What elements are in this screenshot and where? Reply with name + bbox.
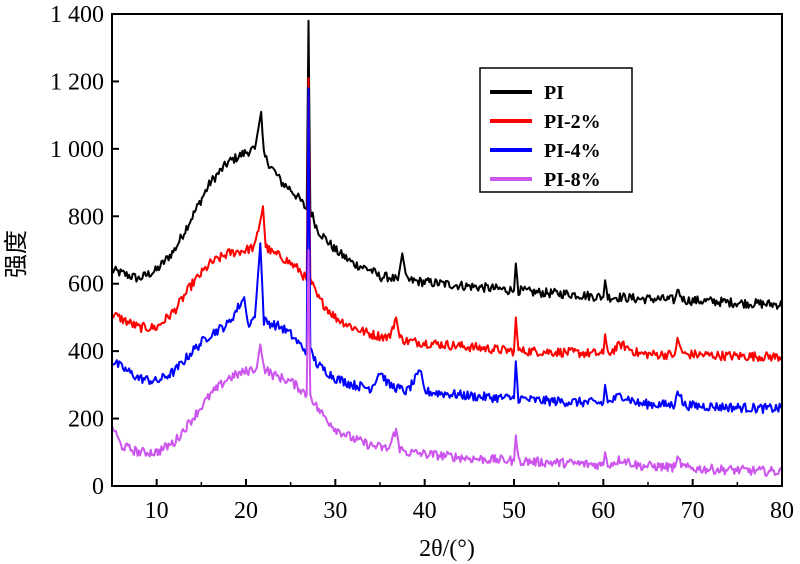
legend: PI PI-2% PI-4% PI-8% (479, 67, 633, 193)
x-axis: 10 20 30 40 50 60 70 80 (111, 479, 794, 524)
series-line-pi-8- (111, 249, 783, 477)
x-tick-label: 10 (145, 498, 169, 524)
y-axis: 0 200 400 600 800 1 000 1 200 1 400 (50, 2, 119, 500)
x-tick-label: 70 (681, 498, 705, 524)
y-tick-label: 200 (68, 407, 104, 433)
y-tick-label: 1 200 (50, 69, 104, 95)
series-line-pi-4- (111, 87, 783, 414)
legend-label: PI-2% (544, 111, 601, 133)
y-tick-label: 1 400 (50, 2, 104, 28)
y-tick-label: 600 (68, 272, 104, 298)
x-tick-label: 40 (413, 498, 437, 524)
x-tick-label: 80 (770, 498, 794, 524)
x-tick-label: 50 (502, 498, 526, 524)
x-axis-title: 2θ/(°) (419, 536, 475, 562)
x-tick-label: 60 (591, 498, 615, 524)
y-tick-label: 400 (68, 339, 104, 365)
y-axis-title: 强度 (3, 230, 30, 278)
y-tick-label: 1 000 (50, 137, 104, 163)
legend-label: PI-4% (544, 140, 601, 162)
legend-box (479, 67, 633, 193)
x-tick-label: 30 (323, 498, 347, 524)
y-tick-label: 0 (92, 474, 104, 500)
series-line-pi (111, 19, 783, 310)
plot-frame (111, 13, 783, 487)
legend-label: PI-8% (544, 169, 601, 191)
legend-label: PI (544, 82, 564, 104)
y-tick-label: 800 (68, 204, 104, 230)
series-layer (111, 19, 783, 477)
series-line-pi-2- (111, 77, 783, 363)
x-tick-label: 20 (234, 498, 258, 524)
